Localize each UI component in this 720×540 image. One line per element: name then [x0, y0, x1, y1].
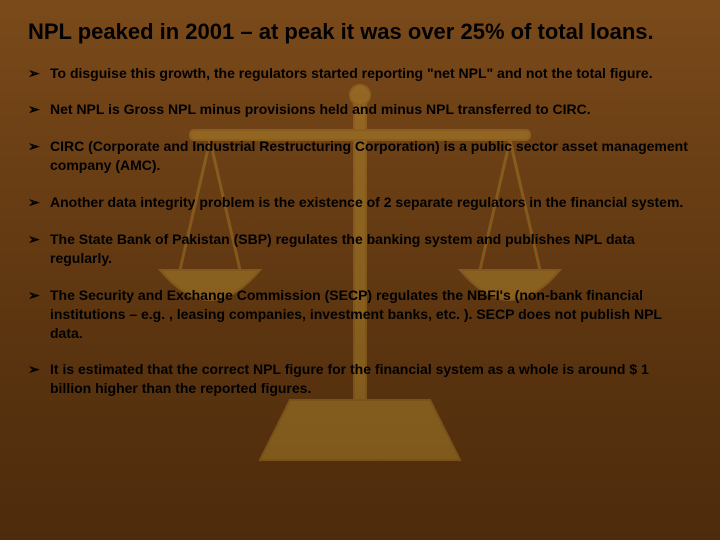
bullet-item: It is estimated that the correct NPL fig…	[28, 360, 692, 398]
bullet-item: CIRC (Corporate and Industrial Restructu…	[28, 137, 692, 175]
bullet-item: Net NPL is Gross NPL minus provisions he…	[28, 100, 692, 119]
bullet-item: The Security and Exchange Commission (SE…	[28, 286, 692, 343]
bullet-item: The State Bank of Pakistan (SBP) regulat…	[28, 230, 692, 268]
slide: NPL peaked in 2001 – at peak it was over…	[0, 0, 720, 540]
slide-content: NPL peaked in 2001 – at peak it was over…	[0, 0, 720, 398]
bullet-item: To disguise this growth, the regulators …	[28, 64, 692, 83]
bullet-item: Another data integrity problem is the ex…	[28, 193, 692, 212]
slide-title: NPL peaked in 2001 – at peak it was over…	[28, 18, 692, 46]
bullet-list: To disguise this growth, the regulators …	[28, 64, 692, 399]
